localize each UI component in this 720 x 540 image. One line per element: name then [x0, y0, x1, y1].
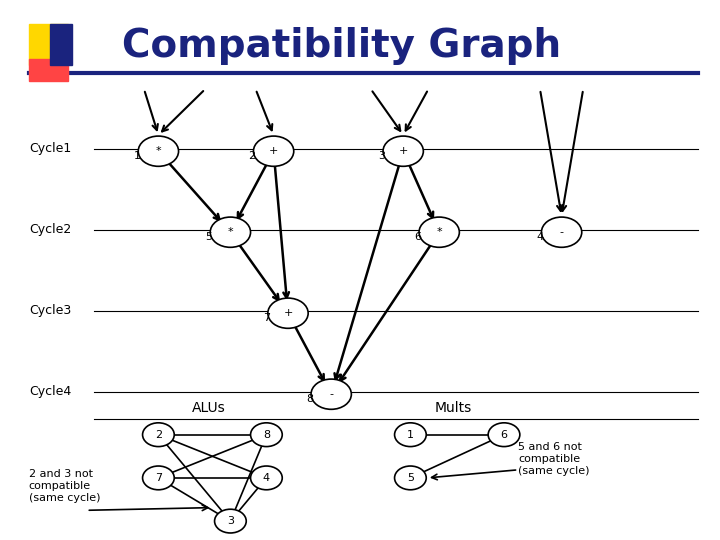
- Text: 2: 2: [155, 430, 162, 440]
- Circle shape: [143, 466, 174, 490]
- Text: 4: 4: [536, 232, 544, 241]
- Text: 1: 1: [133, 151, 140, 160]
- Text: *: *: [156, 146, 161, 156]
- Circle shape: [383, 136, 423, 166]
- Text: 4: 4: [263, 473, 270, 483]
- Circle shape: [143, 423, 174, 447]
- Text: 2: 2: [248, 151, 256, 160]
- Text: 3: 3: [378, 151, 385, 160]
- Text: +: +: [398, 146, 408, 156]
- Text: *: *: [228, 227, 233, 237]
- Text: 5 and 6 not
compatible
(same cycle): 5 and 6 not compatible (same cycle): [518, 442, 590, 476]
- Circle shape: [253, 136, 294, 166]
- Circle shape: [210, 217, 251, 247]
- Circle shape: [138, 136, 179, 166]
- Text: 8: 8: [263, 430, 270, 440]
- Text: Cycle1: Cycle1: [29, 142, 71, 155]
- Circle shape: [251, 423, 282, 447]
- Bar: [50, 24, 72, 65]
- Text: Compatibility Graph: Compatibility Graph: [122, 27, 562, 65]
- Circle shape: [395, 423, 426, 447]
- Text: 5: 5: [407, 473, 414, 483]
- Text: 6: 6: [500, 430, 508, 440]
- Text: Cycle4: Cycle4: [29, 385, 71, 398]
- Circle shape: [268, 298, 308, 328]
- Circle shape: [541, 217, 582, 247]
- Text: -: -: [559, 227, 564, 237]
- Circle shape: [419, 217, 459, 247]
- Text: 5: 5: [205, 232, 212, 241]
- Text: +: +: [269, 146, 279, 156]
- Text: 1: 1: [407, 430, 414, 440]
- Text: 2 and 3 not
compatible
(same cycle): 2 and 3 not compatible (same cycle): [29, 469, 100, 503]
- Text: 8: 8: [306, 394, 313, 403]
- Text: Cycle2: Cycle2: [29, 223, 71, 236]
- Circle shape: [215, 509, 246, 533]
- Circle shape: [395, 466, 426, 490]
- Circle shape: [251, 466, 282, 490]
- Text: 7: 7: [155, 473, 162, 483]
- Circle shape: [311, 379, 351, 409]
- Circle shape: [488, 423, 520, 447]
- Text: +: +: [283, 308, 293, 318]
- Text: Mults: Mults: [435, 401, 472, 415]
- Text: *: *: [436, 227, 442, 237]
- Text: 7: 7: [263, 313, 270, 322]
- Text: 6: 6: [414, 232, 421, 241]
- Bar: [29, 59, 68, 81]
- Text: 3: 3: [227, 516, 234, 526]
- Bar: [29, 24, 68, 65]
- Text: ALUs: ALUs: [192, 401, 225, 415]
- Text: Cycle3: Cycle3: [29, 304, 71, 317]
- Text: -: -: [329, 389, 333, 399]
